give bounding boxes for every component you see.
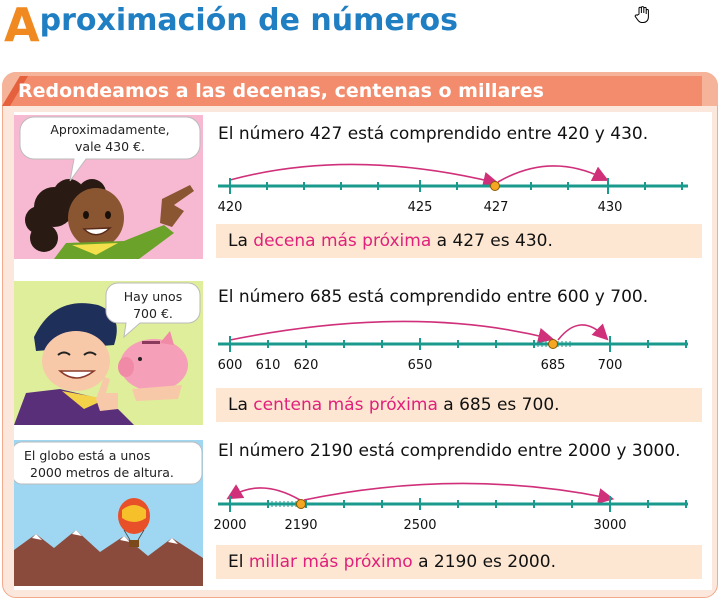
illustration-balloon: El globo está a unos 2000 metros de altu… [14,440,203,586]
number-line-2: 600 610 620 650 685 700 [218,320,688,373]
bubble-1-line2: vale 430 €. [75,139,145,154]
bubble-3-line1: El globo está a unos [24,448,150,463]
tick-label: 2500 [403,518,436,533]
title-initial: A [4,0,40,52]
tick-label: 2190 [284,518,317,533]
number-line-1: 420 425 427 430 [218,163,688,215]
tick-label: 427 [484,200,509,215]
bubble-2-line1: Hay unos [124,289,182,304]
statement-1: El número 427 está comprendido entre 420… [218,124,649,144]
highlight-term: decena más próxima [253,231,432,251]
number-line-3: 2000 2190 2500 3000 [213,482,688,533]
highlight-term: millar más próximo [248,552,413,572]
conclusion-2: La centena más próxima a 685 es 700. [216,388,702,422]
tick-label: 620 [294,358,319,373]
page-title: Aproximación de números [4,0,458,50]
statement-2: El número 685 está comprendido entre 600… [218,287,649,307]
tick-label: 3000 [593,518,626,533]
conclusion-1: La decena más próxima a 427 es 430. [216,224,702,258]
tick-label: 430 [598,200,623,215]
tick-label: 650 [408,358,433,373]
bubble-3-line2: 2000 metros de altura. [30,465,174,480]
tick-label: 610 [256,358,281,373]
section-header [2,72,718,106]
conclusion-3: El millar más próximo a 2190 es 2000. [216,545,702,579]
illustration-boy: Hay unos 700 €. [14,281,203,425]
tick-label: 425 [408,200,433,215]
tick-label: 420 [218,200,243,215]
tick-label: 600 [218,358,243,373]
statement-3: El número 2190 está comprendido entre 20… [218,441,681,461]
bubble-2-line2: 700 €. [133,306,173,321]
tick-label: 700 [598,358,623,373]
title-rest: proximación de números [39,3,458,38]
hand-cursor-icon [634,6,649,23]
tick-label: 2000 [213,518,246,533]
highlight-term: centena más próxima [253,395,438,415]
tick-label: 685 [541,358,566,373]
section-header-text: Redondeamos a las decenas, centenas o mi… [18,80,544,102]
bubble-1-line1: Aproximadamente, [50,122,169,137]
illustration-girl: Aproximadamente, vale 430 €. [14,115,203,259]
